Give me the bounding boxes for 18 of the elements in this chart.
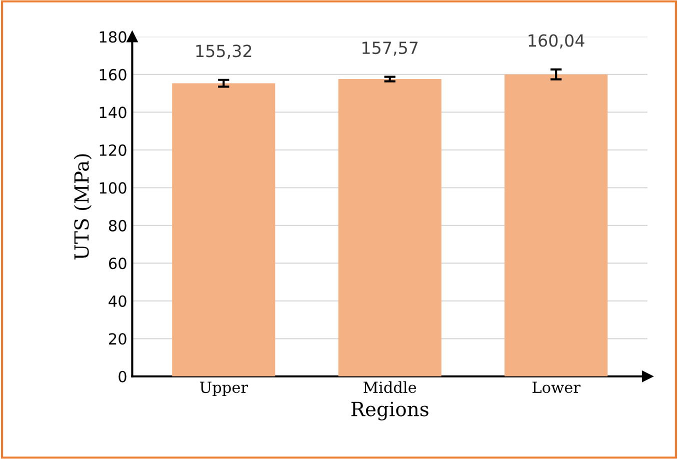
y-tick-label: 100 xyxy=(100,182,126,194)
x-tick-label: Middle xyxy=(364,381,416,394)
data-label: 160,04 xyxy=(528,34,584,49)
y-tick-label: 0 xyxy=(118,370,126,382)
y-tick-label: 120 xyxy=(100,144,126,156)
x-axis-title: Regions xyxy=(351,402,428,420)
x-tick-label: Lower xyxy=(532,382,580,394)
y-tick-label: 140 xyxy=(100,106,126,118)
data-label: 157,57 xyxy=(362,42,418,56)
x-tick-label: Upper xyxy=(200,382,248,396)
y-tick-label: 80 xyxy=(108,220,126,232)
data-label: 155,32 xyxy=(196,44,252,59)
y-tick-label: 160 xyxy=(100,68,126,80)
y-tick-label: 60 xyxy=(108,258,126,270)
y-tick-label: 180 xyxy=(100,31,126,43)
y-tick-label: 40 xyxy=(108,295,126,307)
y-tick-label: 20 xyxy=(109,333,126,345)
y-axis-title: UTS (MPa) xyxy=(74,154,92,260)
